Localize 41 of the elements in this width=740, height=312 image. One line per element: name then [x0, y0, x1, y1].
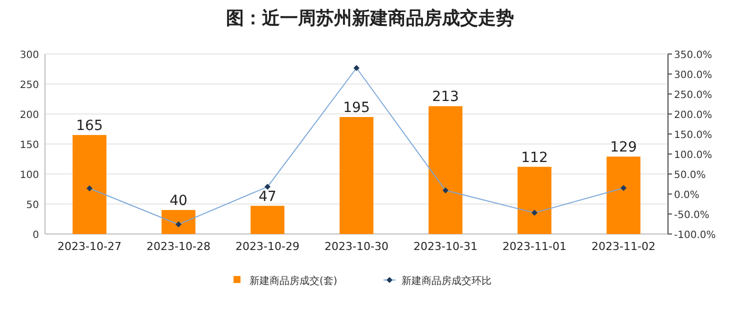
x-tick-label: 2023-10-28 [146, 240, 210, 253]
y-tick-label: 200 [20, 110, 39, 121]
data-label: 129 [610, 140, 637, 156]
y2-tick-label: -100.0% [674, 230, 716, 241]
y-tick-label: 50 [26, 200, 39, 211]
y2-tick-label: 50.0% [674, 170, 706, 181]
data-label: 40 [170, 193, 188, 209]
bar [250, 206, 284, 234]
x-tick-label: 2023-10-30 [324, 240, 388, 253]
bar [606, 156, 640, 234]
legend-label: 新建商品房成交(套) [250, 275, 338, 287]
bar [428, 106, 462, 234]
y-tick-label: 100 [20, 170, 39, 181]
x-tick-label: 2023-10-29 [236, 240, 300, 253]
y2-tick-label: 0.0% [674, 190, 700, 201]
data-label: 213 [432, 89, 459, 106]
x-tick-label: 2023-11-01 [502, 240, 566, 253]
x-tick-label: 2023-10-31 [414, 240, 478, 253]
y-tick-label: 300 [20, 50, 39, 61]
legend-label: 新建商品房成交环比 [402, 275, 492, 287]
bar [518, 166, 552, 234]
y2-tick-label: 300.0% [674, 70, 712, 81]
y-tick-label: 0 [32, 230, 39, 241]
chart-title: 图：近一周苏州新建商品房成交走势 [226, 8, 514, 29]
bar [340, 117, 374, 234]
data-label: 47 [258, 188, 276, 205]
y2-tick-label: 200.0% [674, 110, 712, 121]
y2-tick-label: 150.0% [674, 130, 712, 141]
data-label: 195 [343, 100, 370, 116]
y2-tick-label: 100.0% [674, 150, 712, 161]
y-tick-label: 250 [20, 80, 39, 91]
data-label: 112 [521, 150, 548, 166]
y-tick-label: 150 [20, 140, 39, 151]
bar [72, 135, 106, 234]
bar [162, 210, 196, 234]
y2-tick-label: -50.0% [674, 210, 710, 221]
x-tick-label: 2023-11-02 [592, 240, 656, 253]
y2-tick-label: 250.0% [674, 90, 712, 101]
data-label: 165 [76, 118, 103, 134]
y2-tick-label: 350.0% [674, 50, 712, 61]
x-tick-label: 2023-10-27 [58, 240, 122, 253]
